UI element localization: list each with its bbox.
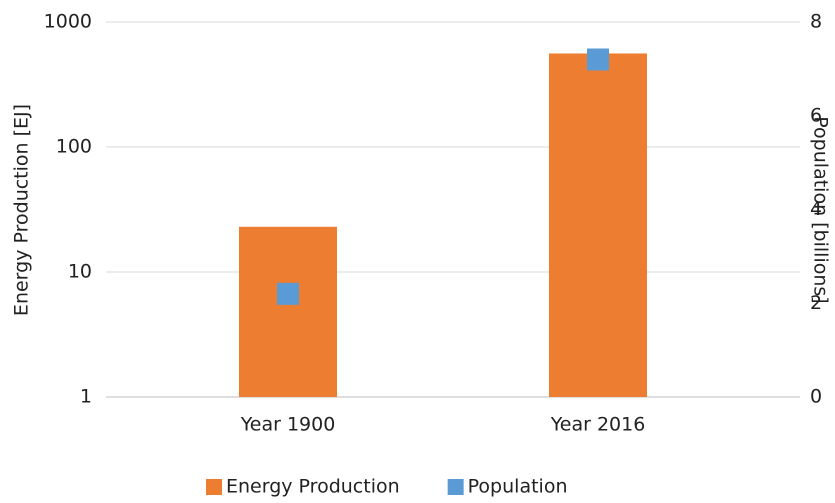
bar xyxy=(549,53,647,397)
legend-label: Energy Production xyxy=(226,476,400,498)
y-tick-label: 1000 xyxy=(44,11,92,33)
legend-swatch xyxy=(206,479,222,495)
y-tick-label: 100 xyxy=(56,136,92,158)
x-tick-label: Year 2016 xyxy=(550,414,646,436)
y2-tick-label: 0 xyxy=(810,386,822,408)
y2-tick-label: 2 xyxy=(810,292,822,314)
legend-swatch xyxy=(447,479,464,495)
y2-tick-label: 4 xyxy=(810,198,822,220)
y-axis-label: Energy Production [EJ] xyxy=(11,104,33,316)
y2-tick-label: 8 xyxy=(810,11,822,33)
y-tick-label: 1 xyxy=(80,386,92,408)
bar xyxy=(239,226,337,397)
y-tick-label: 10 xyxy=(68,261,92,283)
population-marker xyxy=(277,282,299,305)
legend-label: Population xyxy=(468,476,568,498)
y2-axis-label: Population [billions] xyxy=(810,116,832,303)
y2-tick-label: 6 xyxy=(810,104,822,126)
x-tick-label: Year 1900 xyxy=(240,414,336,436)
population-marker xyxy=(587,48,609,71)
